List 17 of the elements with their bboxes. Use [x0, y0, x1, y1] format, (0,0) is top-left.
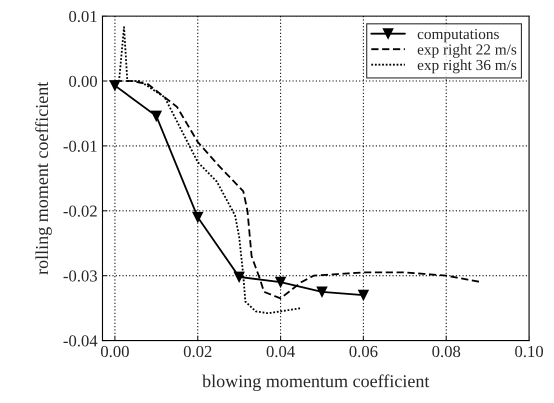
x-tick-label: 0.02	[184, 346, 212, 358]
x-tick-label: 0.08	[432, 346, 460, 358]
legend-label: computations	[418, 28, 499, 42]
y-tick-label: 0.00	[69, 76, 97, 88]
y-tick-label: -0.01	[64, 140, 97, 152]
legend-label: exp right 36 m/s	[418, 59, 516, 74]
x-tick-label: 0.06	[349, 346, 378, 358]
x-tick-label: 0.10	[515, 346, 544, 358]
x-tick-label: 0.04	[266, 346, 295, 358]
y-tick-label: 0.01	[69, 10, 97, 22]
x-tick-label: 0.00	[100, 346, 129, 358]
y-tick-label: -0.02	[64, 205, 97, 217]
y-tick-label: -0.04	[64, 335, 98, 347]
y-axis-title: rolling moment coefficient	[35, 82, 52, 275]
y-tick-label: -0.03	[64, 270, 97, 282]
legend-label: exp right 22 m/s	[418, 44, 516, 58]
x-axis-title: blowing momentum coefficient	[202, 374, 430, 392]
